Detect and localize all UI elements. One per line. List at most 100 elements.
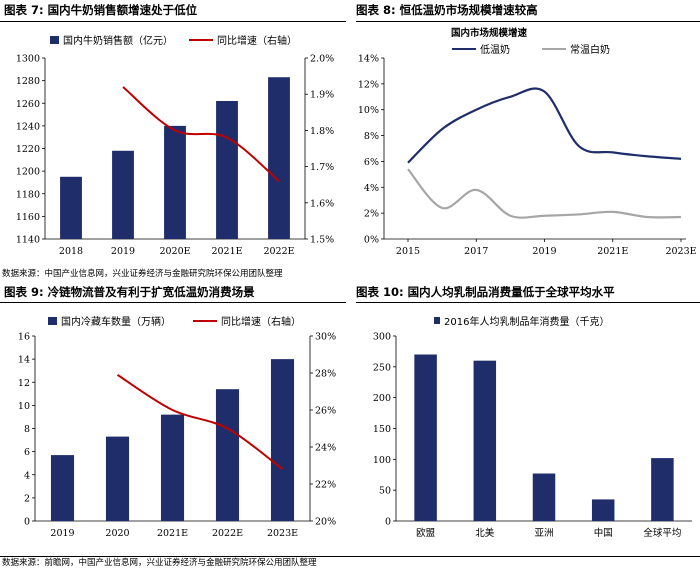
c2-ytick-label: 12% [358,79,379,90]
c3-bar [270,359,295,521]
c1-bar [268,77,290,239]
c3-ytick-label: 12 [18,378,30,389]
c3-y2tick-label: 24% [315,443,336,454]
c4-ytick-label: 150 [373,424,391,435]
c1-ytick-label: 1220 [16,144,40,155]
c3-bar [215,389,240,521]
c4-xtick-label: 全球平均 [643,527,681,539]
c4-xtick-label: 中国 [594,527,613,539]
source-note-top: 数据来源：中国产业信息网，兴业证券经济与金融研究院环保公用团队整理 [2,269,283,279]
c2-ytick-label: 4% [364,183,379,194]
c4-ytick-label: 100 [373,455,391,466]
c3-bar [160,414,185,521]
c2-xtick-label: 2021E [597,246,628,257]
c3-y2tick-label: 28% [315,369,336,380]
c1-bar [60,176,82,239]
chart-refrigerated-trucks: 0 2 4 6 8 10 12 14 16 20% 22% 24% 26% 28% 30% 2019 2020 2… [18,315,336,539]
c2-chart-title: 国内市场规模增速 [451,27,528,39]
c3-xtick-label: 2020 [105,528,129,539]
c4-ytick-label: 50 [379,486,391,497]
c3-ytick-label: 10 [18,401,30,412]
c4-xtick-label: 亚洲 [534,528,553,539]
c3-xtick-label: 2022E [212,528,243,539]
c2-ytick-label: 10% [358,105,379,116]
chart-milk-sales: 1140 1160 1180 1200 1220 1240 1260 1280 1300 1.5%… [16,34,334,257]
c1-ytick-label: 1200 [16,167,40,178]
c2-series-line-1 [407,168,682,219]
c1-growth-line [122,86,280,182]
c2-xtick-label: 2023E [665,246,696,257]
c1-bar [112,150,134,239]
c2-xtick-label: 2015 [396,246,420,257]
c1-ytick-label: 1260 [16,99,40,110]
c1-y2tick-label: 1.6% [310,198,334,209]
c2-xtick-label: 2017 [464,246,488,257]
panel-title-fig7: 图表 7: 国内牛奶销售额增速处于低位 [4,3,198,17]
title-rule-fig10 [356,302,700,303]
c1-ytick-label: 1280 [16,76,40,87]
c1-ytick-label: 1160 [16,212,40,223]
c2-series-line-0 [407,87,682,164]
c4-bar [532,473,556,521]
c2-xtick-label: 2019 [532,246,556,257]
legend-label-1: 常温白奶 [570,43,610,56]
c4-bar [414,354,437,521]
c3-y2tick-label: 20% [315,517,336,528]
source-note-bottom: 数据来源：前瞻网，中国产业信息网，兴业证券经济与金融研究院环保公用团队整理 [2,558,317,568]
legend-swatch-0 [50,36,59,44]
c1-y2tick-label: 1.8% [310,126,334,137]
c3-xtick-label: 2023E [267,528,298,539]
legend-label-0: 2016年人均乳制品年消费量（千克） [444,315,609,328]
c4-bar [591,499,615,521]
c4-xtick-label: 北美 [475,527,495,539]
legend-label-0: 国内牛奶销售额（亿元） [63,34,173,47]
title-rule-fig7 [0,21,346,22]
c1-xtick-label: 2020E [159,246,190,257]
panel-title-fig10: 图表 10: 国内人均乳制品消费量低于全球平均水平 [356,285,615,299]
c2-ytick-label: 14% [358,54,379,65]
chart-market-growth: 国内市场规模增速 0% 2% 4% 6% 8% 10% 12% 14% 2015 2017 2019 2… [358,27,697,257]
c4-ytick-label: 250 [373,362,391,373]
title-rule-fig9 [0,302,346,303]
c3-bar [50,455,75,521]
bottom-rule [0,556,700,557]
c1-y2tick-label: 1.5% [310,235,334,246]
c4-ytick-label: 0 [385,517,391,528]
c3-xtick-label: 2019 [50,528,74,539]
c3-y2tick-label: 26% [315,406,336,417]
c3-ytick-label: 16 [18,332,30,343]
c1-xtick-label: 2019 [111,246,135,257]
c1-xtick-label: 2022E [263,246,294,257]
c1-ytick-label: 1300 [16,54,40,65]
legend-label-1: 同比增速（右轴） [217,34,297,47]
legend-swatch-0 [48,317,57,325]
c4-bar [473,360,497,521]
c3-y2tick-label: 30% [315,332,336,343]
c1-y2tick-label: 1.7% [310,162,334,173]
c3-ytick-label: 0 [24,517,30,528]
chart-dairy-consumption: 0 50 100 150 200 250 300 欧盟 北美 亚洲 中国 全球平均 2016年人均乳制品… [373,315,692,539]
c2-ytick-label: 0% [364,235,379,246]
c1-ytick-label: 1180 [16,189,40,200]
c2-ytick-label: 6% [364,157,379,168]
c1-bar [164,125,186,239]
c1-xtick-label: 2021E [211,246,242,257]
legend-label-0: 低温奶 [480,43,510,56]
c3-ytick-label: 4 [24,470,30,481]
c1-y2tick-label: 2.0% [310,54,334,65]
c3-growth-line [116,374,284,471]
c2-ytick-label: 2% [364,209,379,220]
c4-ytick-label: 300 [373,332,391,343]
c1-bar [216,100,238,239]
c2-ytick-label: 8% [364,131,379,142]
c1-ytick-label: 1240 [16,121,40,132]
c3-ytick-label: 8 [24,424,30,435]
panel-title-fig8: 图表 8: 恒低温奶市场规模增速较高 [356,3,538,17]
c3-bar [105,436,130,521]
c3-ytick-label: 14 [18,355,30,366]
c3-xtick-label: 2021E [157,528,188,539]
c3-ytick-label: 6 [24,447,30,458]
c3-y2tick-label: 22% [315,480,336,491]
c3-ytick-label: 2 [24,493,30,504]
legend-label-0: 国内冷藏车数量（万辆） [61,315,171,328]
